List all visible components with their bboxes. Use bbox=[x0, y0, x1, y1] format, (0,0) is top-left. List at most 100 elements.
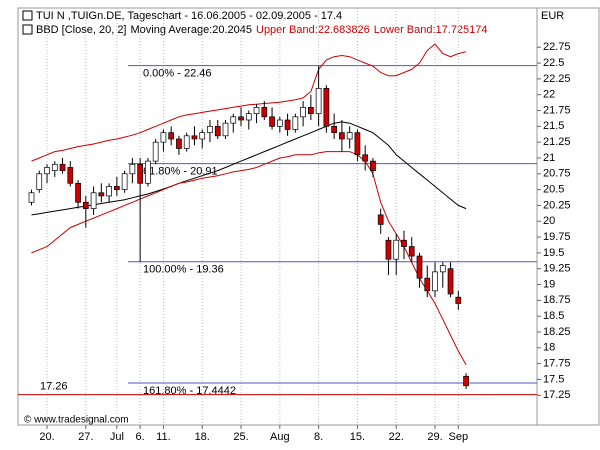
candle-body bbox=[199, 132, 206, 140]
candle-body bbox=[98, 192, 105, 197]
y-tick-label: 22 bbox=[543, 89, 555, 101]
axis-frame bbox=[536, 7, 600, 426]
candle-body bbox=[447, 268, 454, 295]
legend-entry: Moving Average:20.2045 bbox=[131, 24, 253, 36]
legend-entry: Lower Band:17.725174 bbox=[374, 24, 488, 36]
y-tick-label: 19.25 bbox=[543, 263, 571, 275]
y-tick-label: 21 bbox=[543, 152, 555, 164]
y-tick-label: 17.25 bbox=[543, 389, 571, 401]
candle-body bbox=[137, 163, 143, 184]
y-tick-label: 20.75 bbox=[543, 168, 571, 180]
candle-body bbox=[75, 182, 81, 203]
x-tick-label: 27. bbox=[78, 431, 93, 443]
candle-body bbox=[416, 255, 423, 279]
x-tick-label: 18. bbox=[195, 431, 210, 443]
candle-body bbox=[253, 106, 260, 115]
candle-body bbox=[377, 214, 384, 225]
candle-body bbox=[222, 122, 229, 137]
icon bbox=[22, 24, 33, 35]
candle-body bbox=[455, 296, 462, 304]
x-tick-label: 11. bbox=[156, 431, 170, 443]
candle-body bbox=[323, 88, 330, 127]
y-tick-label: 19 bbox=[543, 278, 555, 290]
candle-body bbox=[284, 119, 291, 130]
y-tick-label: 18 bbox=[543, 342, 555, 354]
candle-body bbox=[408, 246, 415, 257]
candle-body bbox=[191, 135, 198, 140]
y-tick-label: 18.75 bbox=[543, 294, 571, 306]
y-tick-label: 21.5 bbox=[543, 120, 564, 132]
candle-body bbox=[67, 167, 74, 184]
candle-body bbox=[463, 375, 469, 387]
y-tick-label: 19.5 bbox=[543, 247, 564, 259]
candle-body bbox=[129, 163, 136, 175]
y-tick-label: 21.25 bbox=[543, 136, 571, 148]
indicator-line bbox=[31, 121, 467, 216]
y-tick-label: 18.5 bbox=[543, 310, 564, 322]
candle-body bbox=[245, 113, 252, 121]
candle-body bbox=[168, 132, 175, 140]
candle-body bbox=[183, 135, 190, 149]
candle-body bbox=[90, 192, 97, 209]
y-tick-label: 17.5 bbox=[543, 373, 564, 385]
y-tick-label: 20 bbox=[543, 215, 555, 227]
fib-label: 100.00% - 19.36 bbox=[143, 264, 224, 276]
candle-body bbox=[160, 132, 167, 143]
candle-body bbox=[59, 163, 66, 171]
candle-body bbox=[152, 141, 159, 162]
fib-label: 161.80% - 17.4442 bbox=[143, 385, 236, 397]
candle-body bbox=[44, 167, 50, 175]
hline-label: 17.26 bbox=[40, 381, 68, 393]
candle-body bbox=[269, 116, 275, 127]
y-tick-label: 17.75 bbox=[543, 358, 571, 370]
candle-body bbox=[308, 106, 314, 115]
x-tick-label: 15. bbox=[350, 431, 365, 443]
currency: EUR bbox=[541, 10, 564, 22]
watermark: © www.tradesignal.com bbox=[24, 415, 129, 426]
y-tick-label: 19.75 bbox=[543, 231, 571, 243]
candle-body bbox=[339, 132, 345, 140]
x-tick-label: 6. bbox=[136, 431, 145, 443]
x-tick-label: Sep bbox=[449, 431, 469, 443]
chart-title: TUI N ,TUIGn.DE, Tageschart - 16.06.2005… bbox=[36, 10, 342, 22]
x-tick-label: Aug bbox=[270, 431, 290, 443]
y-tick-label: 20.25 bbox=[543, 199, 571, 211]
candle-body bbox=[28, 192, 35, 203]
candle-body bbox=[214, 125, 221, 137]
candle-body bbox=[315, 88, 322, 115]
candle-body bbox=[176, 138, 182, 149]
y-tick-label: 20.5 bbox=[543, 184, 564, 196]
x-tick-label: 20. bbox=[39, 431, 54, 443]
candle-body bbox=[424, 277, 431, 292]
candle-body bbox=[230, 116, 237, 124]
candle-body bbox=[207, 125, 213, 134]
candle-body bbox=[331, 125, 337, 134]
candle-body bbox=[51, 163, 58, 171]
candle-body bbox=[370, 160, 376, 171]
candle-body bbox=[393, 239, 400, 260]
candle-body bbox=[261, 106, 268, 118]
fib-label: 0.00% - 22.46 bbox=[143, 67, 212, 79]
candle-body bbox=[276, 119, 283, 127]
candle-body bbox=[385, 239, 392, 260]
y-tick-label: 22.5 bbox=[543, 57, 564, 69]
x-tick-label: 29. bbox=[427, 431, 442, 443]
x-tick-label: 8. bbox=[314, 431, 323, 443]
candle-body bbox=[82, 201, 89, 209]
legend-entry: Upper Band:22.683826 bbox=[256, 24, 370, 36]
x-tick-label: 22. bbox=[389, 431, 404, 443]
candle-body bbox=[121, 173, 128, 190]
y-tick-label: 22.25 bbox=[543, 73, 571, 85]
candle-body bbox=[401, 239, 407, 247]
indicator: BBD [Close, 20, 2] bbox=[36, 24, 127, 36]
legend: BBD [Close, 20, 2] Moving Average:20.2045… bbox=[36, 24, 488, 36]
candle-body bbox=[145, 160, 151, 184]
y-tick-label: 21.75 bbox=[543, 104, 571, 116]
y-tick-label: 18.25 bbox=[543, 326, 571, 338]
indicator-line bbox=[31, 43, 467, 162]
candle-body bbox=[432, 271, 438, 292]
candle-body bbox=[300, 106, 306, 118]
candle-body bbox=[292, 116, 299, 130]
